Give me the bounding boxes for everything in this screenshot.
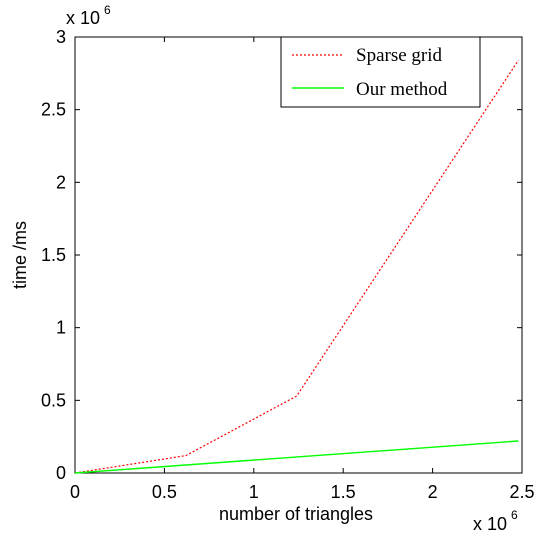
y-multiplier-exponent: 6: [104, 3, 111, 17]
x-tick-label: 2: [428, 482, 438, 502]
y-axis-label: time /ms: [10, 221, 30, 289]
y-tick-label: 3: [56, 27, 66, 47]
y-multiplier-label: x 10: [66, 8, 100, 28]
x-multiplier-exponent: 6: [511, 508, 518, 522]
y-tick-label: 0: [56, 463, 66, 483]
legend-box: [280, 36, 481, 108]
y-tick-label: 1.5: [41, 245, 66, 265]
x-tick-label: 1.5: [331, 482, 356, 502]
x-tick-label: 2.5: [509, 482, 534, 502]
legend-label-our-method: Our method: [356, 79, 448, 100]
x-tick-label: 0.5: [152, 482, 177, 502]
series-line-sparse-grid: [74, 59, 519, 474]
y-axis-ticks: 0 0.5 1 1.5 2 2.5 3: [41, 27, 522, 483]
y-tick-label: 1: [56, 318, 66, 338]
y-tick-label: 0.5: [41, 390, 66, 410]
x-multiplier-label: x 10: [473, 514, 507, 534]
legend-label-sparse-grid: Sparse grid: [356, 45, 443, 66]
x-axis-label: number of triangles: [219, 504, 373, 524]
series-line-our-method: [74, 440, 519, 474]
y-tick-label: 2.5: [41, 100, 66, 120]
series-layer: [74, 59, 519, 474]
x-tick-label: 0: [70, 482, 80, 502]
x-tick-label: 1: [249, 482, 259, 502]
x-axis-ticks: 0 0.5 1 1.5 2 2.5: [70, 37, 535, 502]
y-tick-label: 2: [56, 172, 66, 192]
legend: Sparse grid Our method: [280, 36, 481, 108]
